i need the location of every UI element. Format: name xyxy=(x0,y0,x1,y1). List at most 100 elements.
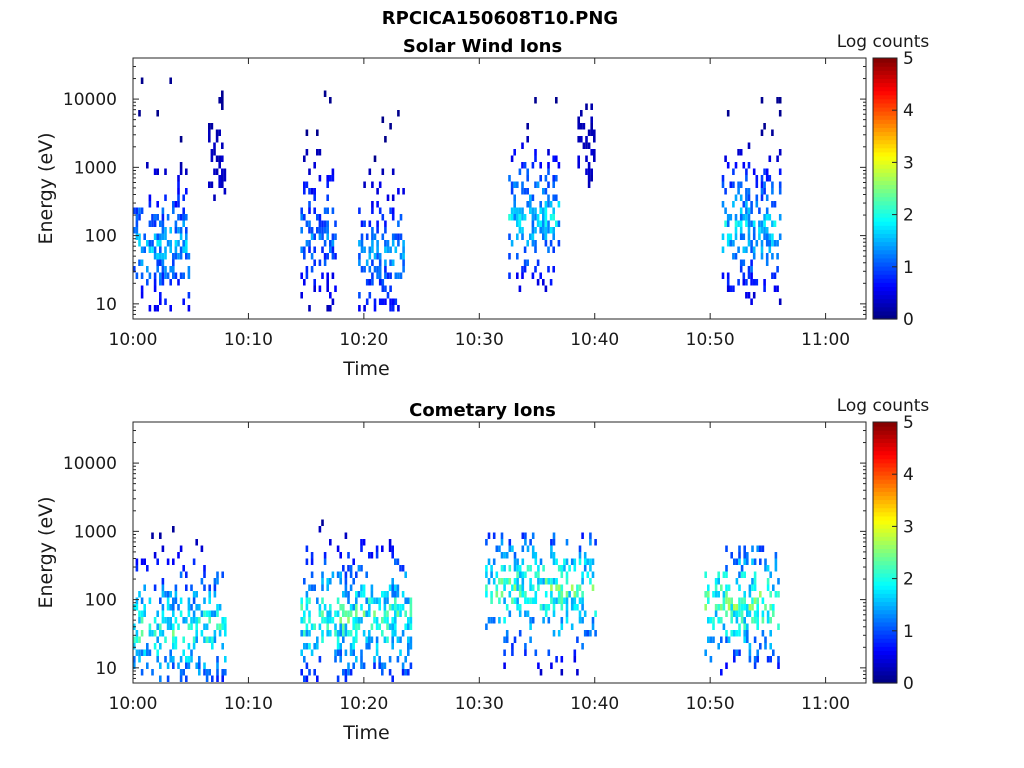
colorbar-segment xyxy=(873,576,897,582)
heatmap-cell xyxy=(344,578,348,585)
heatmap-cell xyxy=(485,571,488,578)
heatmap-cell xyxy=(198,604,201,611)
heatmap-cell xyxy=(187,656,191,663)
heatmap-cell xyxy=(560,656,564,663)
heatmap-cell xyxy=(771,181,774,188)
heatmap-cell xyxy=(521,162,524,169)
heatmap-cell xyxy=(516,272,519,279)
heatmap-cell xyxy=(381,630,384,637)
heatmap-cell xyxy=(148,597,152,604)
heatmap-cell xyxy=(218,630,222,637)
heatmap-cell xyxy=(769,617,772,624)
heatmap-cell xyxy=(195,591,198,598)
heatmap-cell xyxy=(318,214,322,221)
heatmap-cell xyxy=(156,305,159,312)
heatmap-cell xyxy=(565,558,569,565)
heatmap-cell xyxy=(745,168,748,175)
heatmap-cell xyxy=(360,565,363,572)
colorbar-segment xyxy=(873,115,897,120)
heatmap-cell xyxy=(164,272,167,279)
heatmap-cell xyxy=(555,155,558,162)
heatmap-cell xyxy=(305,545,309,552)
heatmap-cell xyxy=(747,227,751,234)
heatmap-cell xyxy=(308,597,311,604)
heatmap-cell xyxy=(714,610,718,617)
heatmap-cell xyxy=(169,649,172,656)
heatmap-cell xyxy=(570,584,574,591)
heatmap-cell xyxy=(756,617,759,624)
heatmap-cell xyxy=(339,630,342,637)
heatmap-cell xyxy=(182,617,185,624)
heatmap-cell xyxy=(365,571,368,578)
heatmap-cell xyxy=(756,623,759,630)
heatmap-cell xyxy=(375,636,379,643)
heatmap-cell xyxy=(740,604,744,611)
heatmap-cell xyxy=(769,656,772,663)
heatmap-cell xyxy=(772,649,775,656)
colorbar-segment xyxy=(873,82,897,88)
heatmap-cell xyxy=(516,207,519,214)
heatmap-cell xyxy=(143,649,146,656)
heatmap-cell xyxy=(407,617,410,624)
heatmap-cell xyxy=(216,604,219,611)
heatmap-cell xyxy=(381,168,385,175)
heatmap-cell xyxy=(303,675,306,682)
heatmap-cell xyxy=(721,233,725,240)
heatmap-cell xyxy=(223,175,227,182)
heatmap-cell xyxy=(383,591,387,598)
heatmap-cell xyxy=(560,617,564,624)
heatmap-cell xyxy=(531,227,535,234)
y-axis-label: Energy (eV) xyxy=(35,132,57,244)
heatmap-cell xyxy=(344,571,348,578)
heatmap-cell xyxy=(172,207,175,214)
colorbar-segment xyxy=(873,192,897,198)
heatmap-cell xyxy=(404,656,407,663)
heatmap-cell xyxy=(305,604,309,611)
heatmap-cell xyxy=(388,539,392,546)
heatmap-cell xyxy=(777,591,780,598)
heatmap-cell xyxy=(725,545,728,552)
heatmap-cell xyxy=(305,266,309,273)
heatmap-cell xyxy=(179,656,183,663)
heatmap-cell xyxy=(384,285,387,292)
heatmap-cell xyxy=(203,610,206,617)
heatmap-cell xyxy=(560,597,564,604)
heatmap-cell xyxy=(518,227,522,234)
heatmap-cell xyxy=(523,162,527,169)
heatmap-cell xyxy=(555,194,558,201)
y-axis-label: Energy (eV) xyxy=(35,496,57,608)
heatmap-cell xyxy=(187,643,191,650)
heatmap-cell xyxy=(148,220,152,227)
heatmap-cell xyxy=(552,194,555,201)
heatmap-cell xyxy=(547,194,550,201)
heatmap-cell xyxy=(371,272,374,279)
heatmap-cell xyxy=(578,584,582,591)
heatmap-cell xyxy=(763,168,766,175)
heatmap-cell xyxy=(329,578,332,585)
heatmap-cell xyxy=(360,220,364,227)
heatmap-cell xyxy=(378,298,382,305)
heatmap-cell xyxy=(756,610,759,617)
heatmap-cell xyxy=(773,220,777,227)
heatmap-cell xyxy=(329,604,332,611)
colorbar-segment xyxy=(873,74,897,79)
heatmap-cell xyxy=(583,552,587,559)
heatmap-cell xyxy=(580,136,583,143)
heatmap-cell xyxy=(573,558,577,565)
heatmap-cell xyxy=(211,643,214,650)
heatmap-cell xyxy=(772,604,775,611)
heatmap-cell xyxy=(140,292,144,299)
heatmap-cell xyxy=(725,636,728,643)
heatmap-cell xyxy=(539,578,543,585)
heatmap-cell xyxy=(531,272,535,279)
heatmap-cell xyxy=(542,227,545,234)
heatmap-cell xyxy=(172,643,175,650)
heatmap-cell xyxy=(724,155,727,162)
colorbar-segment xyxy=(873,245,897,251)
heatmap-cell xyxy=(717,617,720,624)
heatmap-cell xyxy=(323,207,327,214)
heatmap-cell xyxy=(210,181,214,188)
heatmap-cell xyxy=(529,617,532,624)
heatmap-cell xyxy=(407,669,410,676)
heatmap-cell xyxy=(521,532,525,539)
